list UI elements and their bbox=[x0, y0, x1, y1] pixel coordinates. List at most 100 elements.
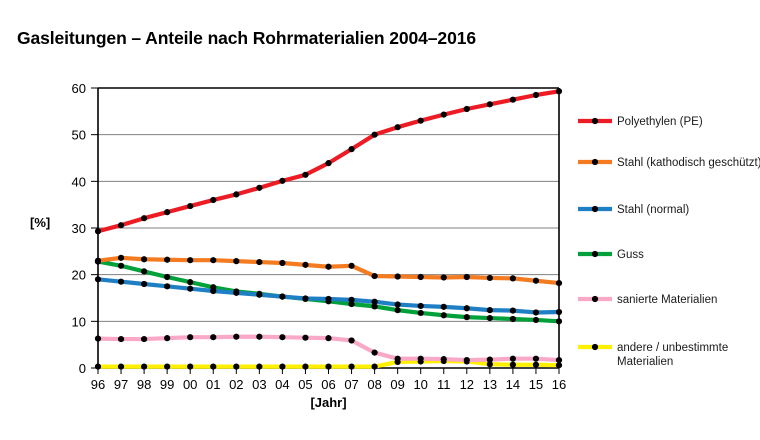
data-point-marker bbox=[164, 273, 171, 281]
x-tick-label: 97 bbox=[114, 377, 128, 392]
data-point-marker bbox=[256, 258, 263, 266]
x-tick-label: 13 bbox=[483, 377, 497, 392]
data-point-marker bbox=[210, 334, 217, 341]
x-tick-label: 00 bbox=[183, 377, 197, 392]
legend-marker bbox=[591, 250, 599, 258]
data-point-marker bbox=[463, 314, 470, 321]
data-point-marker bbox=[141, 215, 148, 222]
x-tick-label: 98 bbox=[137, 377, 151, 392]
legend-label: Stahl (normal) bbox=[617, 204, 689, 216]
data-point-marker bbox=[532, 309, 540, 316]
legend-item-6[interactable]: andere / unbestimmte Materialien bbox=[578, 342, 728, 368]
y-tick-label: 50 bbox=[72, 128, 86, 143]
data-point-marker bbox=[371, 131, 378, 138]
data-point-marker bbox=[440, 274, 447, 281]
data-point-marker bbox=[94, 228, 102, 235]
data-point-marker bbox=[117, 335, 125, 343]
data-point-marker bbox=[417, 302, 424, 310]
data-point-marker bbox=[117, 363, 125, 370]
data-point-marker bbox=[394, 273, 401, 280]
data-point-marker bbox=[532, 277, 540, 284]
data-point-marker bbox=[486, 307, 493, 314]
data-point-marker bbox=[279, 334, 286, 341]
data-point-marker bbox=[417, 355, 424, 362]
data-point-marker bbox=[279, 363, 286, 370]
legend-label: Polyethylen (PE) bbox=[617, 116, 703, 128]
data-point-marker bbox=[164, 363, 171, 370]
legend-item-1[interactable]: Polyethylen (PE) bbox=[578, 116, 703, 128]
data-point-marker bbox=[187, 257, 194, 264]
legend-label: Stahl (kathodisch geschützt) bbox=[617, 157, 760, 169]
x-tick-label: 07 bbox=[344, 377, 358, 392]
series-6 bbox=[94, 357, 563, 370]
data-point-marker bbox=[417, 117, 424, 124]
y-tick-label: 60 bbox=[72, 81, 86, 96]
data-point-marker bbox=[325, 160, 332, 167]
data-point-marker bbox=[509, 315, 516, 323]
data-point-marker bbox=[440, 356, 447, 363]
data-point-marker bbox=[394, 301, 401, 308]
series-2 bbox=[94, 254, 563, 287]
data-point-marker bbox=[348, 337, 355, 344]
data-point-marker bbox=[463, 356, 470, 364]
data-point-marker bbox=[117, 262, 125, 269]
data-point-marker bbox=[417, 273, 424, 281]
data-point-marker bbox=[325, 263, 332, 270]
data-point-marker bbox=[187, 285, 194, 292]
y-axis-title: [%] bbox=[30, 215, 50, 230]
data-point-marker bbox=[463, 305, 470, 312]
data-point-marker bbox=[509, 307, 516, 314]
data-point-marker bbox=[256, 333, 263, 340]
data-point-marker bbox=[509, 275, 516, 282]
data-point-marker bbox=[463, 273, 470, 281]
y-tick-label: 0 bbox=[79, 361, 86, 376]
legend-item-5[interactable]: sanierte Materialien bbox=[578, 294, 717, 306]
data-point-marker bbox=[233, 191, 240, 198]
data-point-marker bbox=[141, 280, 148, 288]
data-point-marker bbox=[555, 88, 563, 95]
data-point-marker bbox=[256, 363, 263, 370]
legend-item-2[interactable]: Stahl (kathodisch geschützt) bbox=[578, 157, 760, 169]
data-point-marker bbox=[463, 105, 470, 113]
series-3 bbox=[94, 276, 563, 316]
data-point-marker bbox=[141, 268, 148, 275]
legend-item-3[interactable]: Stahl (normal) bbox=[578, 204, 689, 216]
y-tick-label: 30 bbox=[72, 221, 86, 236]
data-point-marker bbox=[233, 363, 240, 370]
data-point-marker bbox=[532, 91, 540, 99]
data-point-marker bbox=[210, 257, 217, 264]
y-tick-label: 20 bbox=[72, 268, 86, 283]
legend-label: sanierte Materialien bbox=[617, 294, 717, 306]
data-point-marker bbox=[210, 363, 217, 370]
x-tick-label: 15 bbox=[529, 377, 543, 392]
x-tick-label: 10 bbox=[413, 377, 427, 392]
data-point-marker bbox=[371, 303, 378, 310]
data-point-marker bbox=[440, 303, 447, 310]
data-point-marker bbox=[532, 361, 540, 368]
legend-item-4[interactable]: Guss bbox=[578, 249, 644, 261]
x-tick-label: 02 bbox=[229, 377, 243, 392]
data-point-marker bbox=[187, 363, 194, 370]
data-point-marker bbox=[233, 289, 240, 296]
x-tick-label: 03 bbox=[252, 377, 266, 392]
data-point-marker bbox=[117, 278, 125, 285]
data-point-marker bbox=[555, 318, 563, 325]
data-point-marker bbox=[486, 274, 493, 282]
data-point-marker bbox=[94, 276, 102, 283]
data-point-marker bbox=[94, 257, 102, 264]
data-point-marker bbox=[302, 363, 309, 370]
data-point-marker bbox=[348, 146, 355, 153]
series-1 bbox=[94, 88, 563, 235]
data-point-marker bbox=[555, 279, 563, 287]
data-point-marker bbox=[187, 334, 194, 341]
data-point-marker bbox=[417, 309, 424, 317]
x-tick-label: 05 bbox=[298, 377, 312, 392]
data-point-marker bbox=[555, 362, 563, 369]
legend-marker bbox=[591, 205, 599, 213]
data-point-marker bbox=[532, 316, 540, 324]
legend-label: andere / unbestimmte Materialien bbox=[617, 342, 728, 368]
x-tick-label: 96 bbox=[91, 377, 105, 392]
data-point-marker bbox=[117, 222, 125, 229]
data-point-marker bbox=[141, 363, 148, 370]
